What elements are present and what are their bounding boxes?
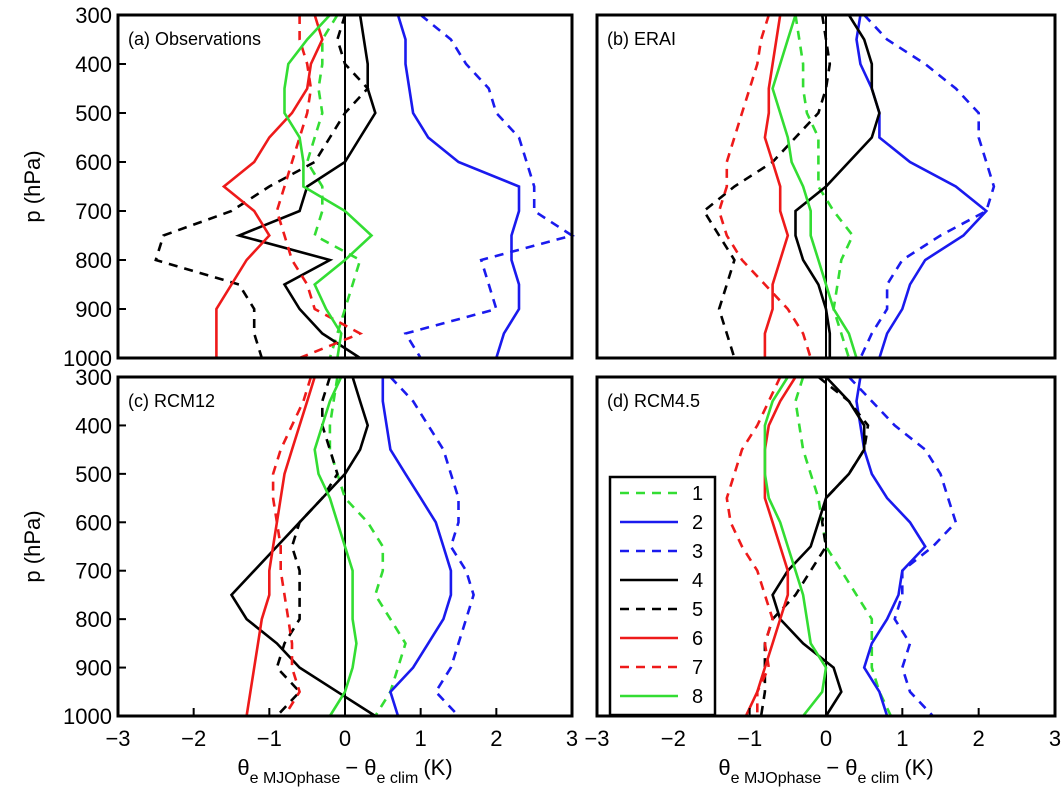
y-tick-label: 800 xyxy=(75,607,112,632)
y-tick-label: 700 xyxy=(75,559,112,584)
profile-line xyxy=(771,14,858,359)
legend-label: 2 xyxy=(692,512,703,534)
y-tick-label: 400 xyxy=(75,413,112,438)
profile-line xyxy=(275,15,364,360)
profile-line xyxy=(275,376,339,717)
y-tick-label: 600 xyxy=(75,150,112,175)
x-axis-label-part: − θ xyxy=(345,755,376,780)
profile-line xyxy=(245,376,316,717)
legend-label: 5 xyxy=(692,599,703,621)
x-tick-label: −3 xyxy=(105,726,130,751)
profile-line xyxy=(717,14,812,359)
y-tick-label: 1000 xyxy=(63,704,112,729)
panel: (c) RCM12 300 400 500 600 700 800 900 1000−3 −2 −1… xyxy=(20,365,578,787)
x-axis-label-part: (K) xyxy=(423,755,452,780)
x-axis-label: θe MJOphase − θe clim (K) xyxy=(237,755,452,787)
legend-label: 7 xyxy=(692,657,703,679)
panel-title: (a) Observations xyxy=(128,29,261,49)
x-tick-label: −3 xyxy=(584,726,609,751)
profile-line xyxy=(283,14,374,359)
x-axis-label-part: (K) xyxy=(904,755,933,780)
panel: (d) RCM4.5 −3 −2 −1 0 1 2 3 θe MJOphase − θe clim… xyxy=(584,375,1061,787)
x-tick-label: 3 xyxy=(566,726,578,751)
profile-line xyxy=(403,13,576,359)
panel: (b) ERAI xyxy=(595,13,1057,360)
profile-line xyxy=(847,376,958,717)
y-axis-label: p (hPa) xyxy=(20,150,45,222)
x-axis-label-part: θ xyxy=(237,755,249,780)
profile-line xyxy=(235,14,377,360)
profile-line xyxy=(794,14,881,358)
profile-line xyxy=(215,14,324,358)
y-tick-label: 600 xyxy=(75,510,112,535)
profile-line xyxy=(702,14,832,359)
profile-line xyxy=(328,376,407,717)
profile-line xyxy=(855,14,989,359)
x-tick-label: 2 xyxy=(973,726,985,751)
x-axis-label-part: − θ xyxy=(826,755,857,780)
legend-label: 1 xyxy=(692,483,703,505)
legend: 1 2 3 4 5 6 7 8 xyxy=(608,475,717,717)
x-tick-label: 1 xyxy=(415,726,427,751)
y-tick-label: 700 xyxy=(75,199,112,224)
profile-line xyxy=(271,376,313,717)
y-tick-label: 400 xyxy=(75,52,112,77)
y-tick-label: 300 xyxy=(75,365,112,390)
legend-box xyxy=(608,475,717,717)
y-tick-label: 800 xyxy=(75,248,112,273)
profile-line xyxy=(389,376,475,717)
panel-title: (d) RCM4.5 xyxy=(607,391,700,411)
y-axis-label: p (hPa) xyxy=(20,510,45,582)
plot-frame xyxy=(116,13,574,360)
profile-line xyxy=(859,14,996,359)
y-tick-label: 300 xyxy=(75,3,112,28)
profile-line xyxy=(154,14,370,359)
y-tick-label: 900 xyxy=(75,297,112,322)
legend-label: 6 xyxy=(692,628,703,650)
x-axis-label-part: θ xyxy=(718,755,730,780)
profile-line xyxy=(396,14,521,359)
profile-line xyxy=(759,375,870,717)
legend-label: 4 xyxy=(692,570,703,592)
x-tick-label: −1 xyxy=(737,726,762,751)
panel-title: (b) ERAI xyxy=(607,29,676,49)
panel: (a) Observations 300 400 500 600 700 800 900 100… xyxy=(20,3,576,371)
profile-line xyxy=(855,376,927,717)
legend-label: 3 xyxy=(692,541,703,563)
profile-line xyxy=(763,376,828,717)
x-axis-label-part: e MJOphase xyxy=(731,770,822,787)
x-tick-label: 0 xyxy=(820,726,832,751)
profile-line xyxy=(381,377,453,717)
profile-line xyxy=(763,14,790,358)
y-tick-label: 900 xyxy=(75,656,112,681)
y-tick-label: 500 xyxy=(75,101,112,126)
x-axis-label: θe MJOphase − θe clim (K) xyxy=(718,755,933,787)
profile-line xyxy=(313,376,358,717)
x-tick-label: 3 xyxy=(1049,726,1061,751)
x-axis-label-part: e clim xyxy=(858,770,900,787)
plot-frame xyxy=(595,13,1057,360)
x-tick-label: 1 xyxy=(896,726,908,751)
profile-line xyxy=(725,376,782,716)
profile-line xyxy=(305,14,362,359)
x-axis-label-part: e clim xyxy=(377,770,419,787)
x-tick-label: 0 xyxy=(339,726,351,751)
x-tick-label: −1 xyxy=(257,726,282,751)
y-tick-label: 500 xyxy=(75,462,112,487)
y-tick-label: 1000 xyxy=(63,346,112,371)
x-tick-label: −2 xyxy=(181,726,206,751)
panel-title: (c) RCM12 xyxy=(128,391,215,411)
x-tick-label: 2 xyxy=(490,726,502,751)
legend-label: 8 xyxy=(692,686,703,708)
x-axis-label-part: e MJOphase xyxy=(250,770,341,787)
profile-line xyxy=(771,376,866,717)
x-tick-label: −2 xyxy=(661,726,686,751)
